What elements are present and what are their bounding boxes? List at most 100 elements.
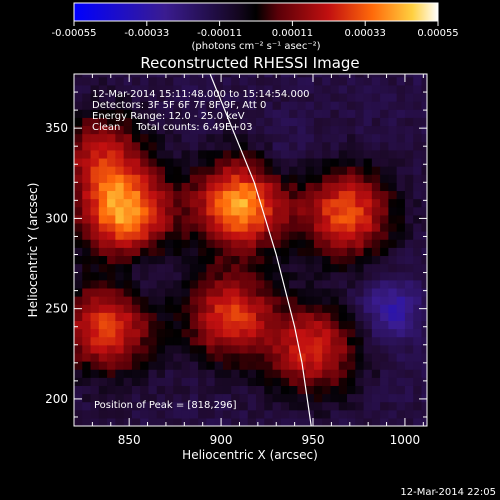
heatmap-cell: [98, 417, 108, 426]
heatmap-cell: [82, 312, 92, 321]
heatmap-cell: [371, 76, 381, 86]
heatmap-cell: [107, 76, 116, 86]
heatmap-cell: [90, 320, 100, 330]
heatmap-cell: [264, 157, 274, 167]
heatmap-cell: [264, 304, 274, 313]
heatmap-cell: [363, 401, 373, 411]
heatmap-cell: [222, 76, 232, 86]
heatmap-cell: [388, 174, 398, 183]
heatmap-cell: [222, 84, 232, 94]
heatmap-cell: [239, 231, 249, 240]
heatmap-cell: [90, 76, 100, 86]
heatmap-cell: [82, 409, 92, 419]
heatmap-cell: [256, 149, 265, 159]
heatmap-cell: [90, 401, 100, 411]
info-line-counts: Clean Total counts: 6.49E+03: [92, 122, 252, 133]
heatmap-cell: [140, 214, 150, 224]
heatmap-cell: [355, 271, 365, 281]
heatmap-cell: [165, 117, 174, 127]
heatmap-cell: [371, 74, 381, 78]
heatmap-cell: [82, 198, 92, 208]
heatmap-cell: [338, 287, 348, 297]
heatmap-cell: [82, 74, 92, 78]
heatmap-cell: [305, 214, 315, 224]
heatmap-cell: [289, 344, 298, 354]
heatmap-cell: [371, 149, 381, 159]
heatmap-cell: [148, 393, 158, 403]
heatmap-cell: [74, 287, 83, 297]
heatmap-cell: [347, 125, 356, 135]
heatmap-cell: [388, 361, 398, 370]
heatmap-cell: [421, 206, 427, 216]
heatmap-cell: [231, 369, 241, 378]
heatmap-cell: [264, 198, 274, 208]
heatmap-cell: [396, 166, 406, 175]
heatmap-cell: [247, 117, 257, 127]
heatmap-cell: [413, 271, 423, 281]
heatmap-cell: [140, 312, 150, 321]
heatmap-cell: [239, 101, 249, 110]
heatmap-cell: [347, 182, 356, 192]
heatmap-cell: [388, 271, 398, 281]
heatmap-cell: [222, 166, 232, 175]
heatmap-cell: [231, 92, 241, 102]
heatmap-cell: [181, 133, 191, 143]
heatmap-cell: [355, 377, 365, 386]
heatmap-cell: [404, 141, 414, 151]
heatmap-cell: [82, 117, 92, 127]
heatmap-cell: [347, 206, 356, 216]
heatmap-cell: [165, 74, 174, 78]
heatmap-cell: [388, 166, 398, 175]
heatmap-cell: [239, 369, 249, 378]
heatmap-cell: [189, 76, 199, 86]
heatmap-cell: [322, 101, 332, 110]
heatmap-cell: [74, 76, 83, 86]
heatmap-cell: [181, 109, 191, 118]
heatmap-cell: [115, 101, 125, 110]
heatmap-cell: [165, 231, 174, 240]
heatmap-cell: [90, 117, 100, 127]
heatmap-cell: [380, 182, 389, 192]
heatmap-cell: [338, 166, 348, 175]
heatmap-cell: [421, 361, 427, 370]
heatmap-cell: [264, 109, 274, 118]
heatmap-cell: [214, 166, 224, 175]
heatmap-cell: [330, 125, 340, 135]
heatmap-cell: [371, 361, 381, 370]
heatmap-cell: [214, 369, 224, 378]
heatmap-cell: [280, 312, 290, 321]
heatmap-cell: [140, 109, 150, 118]
heatmap-cell: [396, 377, 406, 386]
heatmap-cell: [140, 344, 150, 354]
heatmap-cell: [404, 84, 414, 94]
heatmap-cell: [198, 409, 207, 419]
heatmap-cell: [363, 369, 373, 378]
heatmap-cell: [206, 174, 216, 183]
heatmap-cell: [222, 125, 232, 135]
heatmap-cell: [107, 401, 116, 411]
heatmap-cell: [280, 84, 290, 94]
heatmap-cell: [355, 247, 365, 257]
heatmap-cell: [380, 296, 389, 305]
heatmap-cell: [371, 198, 381, 208]
heatmap-cell: [156, 361, 166, 370]
heatmap-cell: [131, 271, 141, 281]
heatmap-cell: [198, 222, 207, 232]
heatmap-cell: [313, 393, 323, 403]
x-tick-label: 900: [210, 433, 233, 447]
heatmap-cell: [82, 247, 92, 257]
heatmap-cell: [222, 149, 232, 159]
heatmap-cell: [247, 263, 257, 273]
heatmap-cell: [222, 101, 232, 110]
heatmap-cell: [404, 174, 414, 183]
heatmap-cell: [173, 214, 183, 224]
heatmap-cell: [322, 336, 332, 346]
heatmap-cell: [355, 344, 365, 354]
heatmap-cell: [198, 352, 207, 362]
heatmap-cell: [388, 255, 398, 265]
heatmap-cell: [347, 401, 356, 411]
heatmap-cell: [413, 231, 423, 240]
heatmap-cell: [322, 304, 332, 313]
heatmap-cell: [165, 304, 174, 313]
heatmap-cell: [380, 133, 389, 143]
